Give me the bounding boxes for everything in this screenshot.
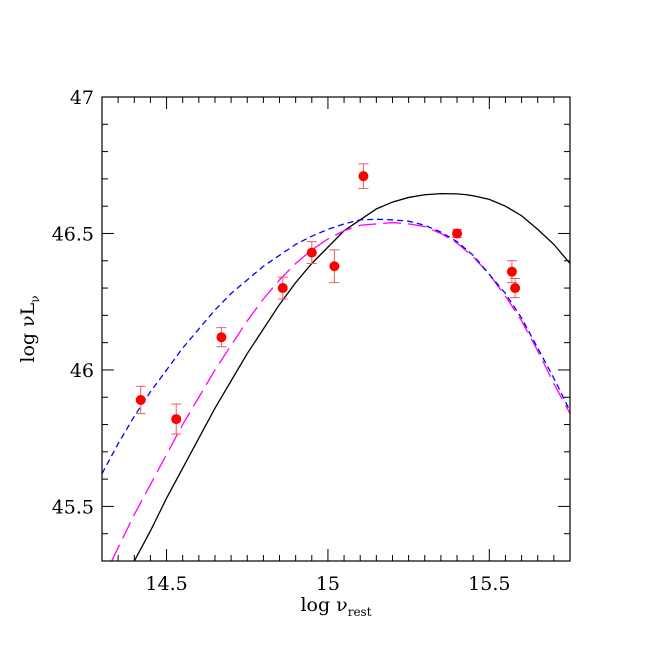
axis-ticks [101,96,571,562]
data-point [452,228,463,239]
y-tick-label: 45.5 [52,496,94,518]
plot-frame [101,96,571,562]
curve-solid [133,192,570,561]
data-point [216,332,227,343]
x-tick-label: 15.5 [468,573,510,595]
x-axis-label-sub: rest [348,605,372,619]
y-tick-label: 46 [70,360,94,382]
data-point [506,266,517,277]
tick-labels: 14.5 15 15.5 45.5 46 46.5 47 [52,87,511,595]
y-axis-label-sub: ν [28,295,42,302]
data-point [358,171,369,182]
curve-long-dash [111,221,570,561]
data-point [277,283,288,294]
model-curves [102,192,570,561]
y-tick-label: 46.5 [52,223,94,245]
x-axis-label-main: log ν [300,594,347,616]
curve-short-dash [102,218,570,474]
data-point [510,283,521,294]
data-point [329,261,340,272]
y-axis-label: log νLν [17,295,42,362]
data-points [135,171,521,425]
data-point [306,247,317,258]
data-point [135,394,146,405]
x-tick-label: 14.5 [145,573,187,595]
x-tick-label: 15 [316,573,340,595]
error-bars [135,163,521,435]
y-tick-label: 47 [70,87,94,109]
y-axis-label-main: log νL [17,302,39,362]
data-point [171,414,182,425]
x-axis-label: log νrest [300,594,371,619]
